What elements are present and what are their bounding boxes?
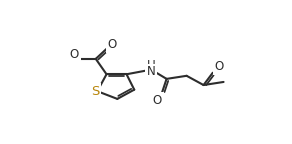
Text: O: O [153, 94, 162, 107]
Text: O: O [107, 38, 117, 51]
Text: N: N [147, 66, 156, 78]
Text: O: O [214, 60, 224, 73]
Text: H: H [147, 58, 156, 72]
Text: S: S [91, 85, 99, 98]
Text: O: O [69, 48, 79, 61]
